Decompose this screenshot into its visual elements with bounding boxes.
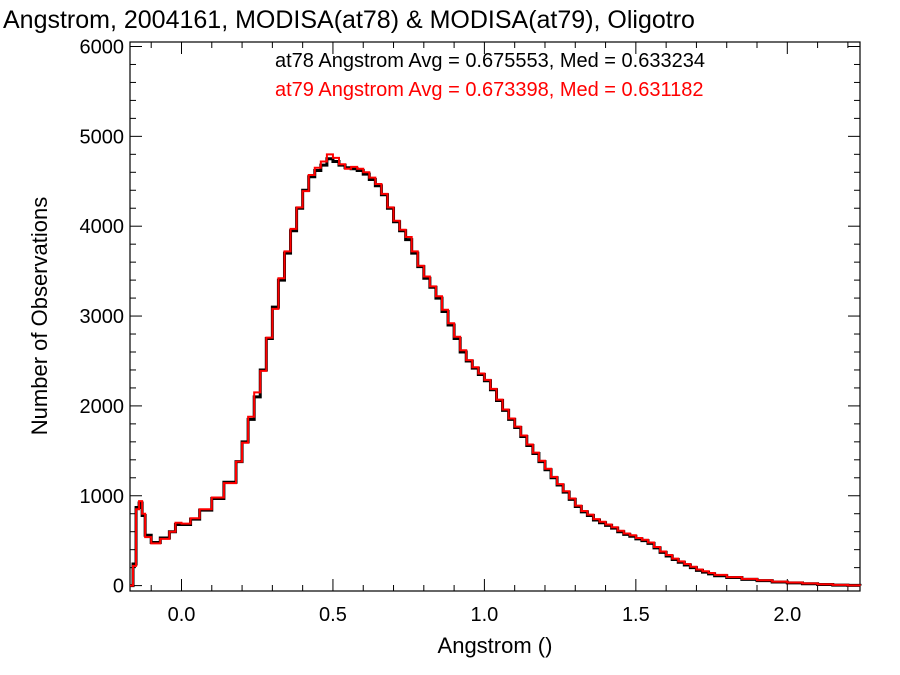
- x-tick-label: 0.5: [319, 604, 347, 626]
- y-tick-label: 1000: [80, 486, 125, 508]
- x-tick-label: 1.5: [622, 604, 650, 626]
- x-tick-label: 0.0: [168, 604, 196, 626]
- y-tick-label: 6000: [80, 36, 125, 58]
- x-axis: 0.0 0.5 1.0 1.5 2.0: [150, 42, 849, 626]
- y-tick-label: 5000: [80, 126, 125, 148]
- x-axis-label: Angstrom (): [438, 633, 553, 658]
- chart-title: Angstrom, 2004161, MODISA(at78) & MODISA…: [3, 6, 695, 34]
- series-line-at78: [130, 157, 862, 588]
- y-tick-label: 4000: [80, 216, 125, 238]
- plot-frame: [129, 41, 861, 592]
- y-axis-label: Number of Observations: [27, 197, 52, 435]
- legend-entry-at78: at78 Angstrom Avg = 0.675553, Med = 0.63…: [275, 50, 705, 72]
- y-tick-label: 0: [113, 576, 124, 598]
- legend: at78 Angstrom Avg = 0.675553, Med = 0.63…: [275, 50, 705, 101]
- legend-entry-at79: at79 Angstrom Avg = 0.673398, Med = 0.63…: [275, 79, 703, 101]
- y-axis: 0 1000 2000 3000 4000 5000 6000: [80, 36, 860, 598]
- y-tick-label: 2000: [80, 396, 125, 418]
- plot-area: 0.0 0.5 1.0 1.5 2.0 0 1000 2000 3000 4000 5000 600…: [80, 36, 862, 626]
- x-tick-label: 1.0: [470, 604, 498, 626]
- x-tick-label: 2.0: [773, 604, 801, 626]
- series-layer: [130, 153, 862, 588]
- y-tick-label: 3000: [80, 306, 125, 328]
- series-line-at79: [130, 153, 861, 587]
